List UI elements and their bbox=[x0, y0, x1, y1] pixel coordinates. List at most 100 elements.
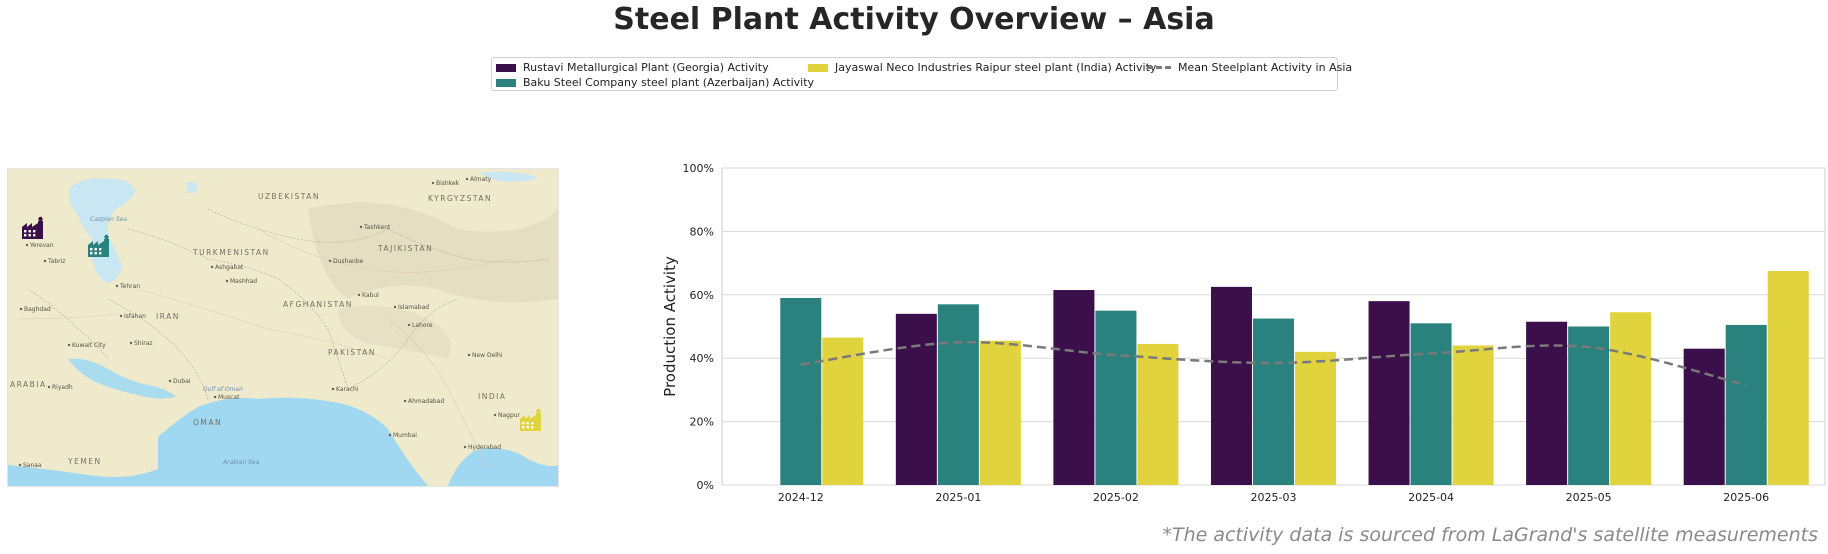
bar-baku bbox=[1252, 318, 1295, 485]
map-label-country: KYRGYZSTAN bbox=[428, 194, 492, 203]
bar-rustavi bbox=[1053, 290, 1095, 485]
map-label-city: Riyadh bbox=[52, 384, 73, 391]
map-city-dot bbox=[467, 353, 471, 357]
map-label-city: Mumbai bbox=[393, 432, 417, 439]
x-tick-label: 2024-12 bbox=[778, 491, 824, 504]
x-tick-label: 2025-02 bbox=[1093, 491, 1139, 504]
factory-icon[interactable] bbox=[22, 216, 43, 239]
map-label-country: OMAN bbox=[193, 418, 222, 427]
source-footnote: *The activity data is sourced from LaGra… bbox=[1162, 524, 1818, 546]
map-city-dot bbox=[388, 433, 392, 437]
legend-item-jayaswal: Jayaswal Neco Industries Raipur steel pl… bbox=[808, 61, 1156, 74]
map-label-city: Isfahan bbox=[124, 313, 146, 320]
map-city-dot bbox=[168, 379, 172, 383]
map-city-dot bbox=[210, 265, 214, 269]
y-tick-label: 60% bbox=[690, 289, 714, 302]
page-title: Steel Plant Activity Overview – Asia bbox=[613, 2, 1215, 37]
legend-swatch-mean bbox=[1147, 66, 1171, 69]
map-label-country: INDIA bbox=[478, 392, 506, 401]
bar-jayaswal bbox=[822, 337, 864, 485]
x-tick-label: 2025-04 bbox=[1408, 491, 1454, 504]
map-arabian-sea bbox=[158, 397, 428, 486]
x-tick-label: 2025-05 bbox=[1566, 491, 1612, 504]
map-city-dot bbox=[463, 445, 467, 449]
map-labels: UZBEKISTAN KYRGYZSTAN TURKMENISTAN TAJIKIST… bbox=[10, 176, 521, 469]
map-city-dot bbox=[47, 385, 51, 389]
factory-icon[interactable] bbox=[520, 408, 541, 431]
map-label-city: Bishkek bbox=[436, 180, 460, 187]
legend-label-baku: Baku Steel Company steel plant (Azerbaij… bbox=[523, 76, 815, 89]
map-city-dot bbox=[225, 279, 229, 283]
legend-label-rustavi: Rustavi Metallurgical Plant (Georgia) Ac… bbox=[523, 61, 769, 74]
map-label-country: UZBEKISTAN bbox=[258, 192, 320, 201]
map-label-city: Shiraz bbox=[134, 340, 153, 347]
x-tick-label: 2025-03 bbox=[1251, 491, 1297, 504]
map-markers bbox=[22, 216, 541, 431]
map-label-city: Ahmadabad bbox=[408, 398, 444, 405]
map-label-country: YEMEN bbox=[67, 457, 102, 466]
map-label-city: Dushanbe bbox=[333, 258, 364, 265]
x-tick-label: 2025-01 bbox=[935, 491, 981, 504]
map-city-dot bbox=[213, 395, 217, 399]
map-label-city: Tabriz bbox=[47, 258, 65, 265]
bar-rustavi bbox=[1368, 301, 1410, 485]
legend-label-jayaswal: Jayaswal Neco Industries Raipur steel pl… bbox=[835, 61, 1157, 74]
activity-chart: 0% 20% 40% 60% 80% 100% Production Activity 202… bbox=[640, 160, 1828, 519]
y-tick-label: 80% bbox=[690, 225, 714, 238]
map-label-city: New Delhi bbox=[472, 352, 503, 359]
map-caspian-sea bbox=[69, 178, 136, 283]
bar-jayaswal bbox=[1610, 312, 1652, 485]
map-label-city: Islamabad bbox=[398, 304, 429, 311]
map-label-city: Almaty bbox=[470, 176, 492, 183]
bar-rustavi bbox=[1683, 348, 1725, 485]
chart-bars bbox=[780, 271, 1809, 485]
map-red-sea-area bbox=[8, 465, 158, 486]
map-label-sea: Gulf of Oman bbox=[203, 386, 243, 393]
y-axis-label: Production Activity bbox=[661, 256, 679, 397]
bar-baku bbox=[937, 304, 979, 485]
bar-baku bbox=[1568, 326, 1610, 485]
map-city-dot bbox=[43, 259, 47, 263]
map-label-city: Kabul bbox=[362, 292, 379, 299]
map-label-city: Tehran bbox=[119, 283, 140, 290]
map-bay-of-bengal bbox=[448, 448, 558, 486]
map-city-dot bbox=[115, 284, 119, 288]
map-label-country: ARABIA bbox=[10, 380, 47, 389]
bar-jayaswal bbox=[1767, 271, 1809, 485]
legend-swatch-rustavi bbox=[496, 63, 516, 72]
map-city-dot bbox=[331, 387, 335, 391]
map-terrain bbox=[338, 305, 451, 359]
map-city-dot bbox=[493, 413, 497, 417]
factory-icon[interactable] bbox=[88, 234, 109, 257]
map-label-country: TAJIKISTAN bbox=[377, 244, 433, 253]
map-city-dot bbox=[431, 181, 435, 185]
chart-mean-line bbox=[800, 340, 1747, 387]
map-city-dot bbox=[393, 305, 397, 309]
map-city-dot bbox=[407, 323, 411, 327]
bar-baku bbox=[780, 297, 822, 485]
map-label-country: PAKISTAN bbox=[328, 348, 376, 357]
map-city-dot bbox=[119, 314, 123, 318]
map-city-dot bbox=[67, 343, 71, 347]
map-city-dot bbox=[129, 341, 133, 345]
map-label-city: Mashhad bbox=[230, 278, 257, 285]
legend-item-mean: Mean Steelplant Activity in Asia bbox=[1147, 61, 1352, 74]
map-city-dot bbox=[359, 225, 363, 229]
map-city-dot bbox=[18, 463, 22, 467]
bar-jayaswal bbox=[979, 340, 1021, 485]
map-city-dot bbox=[357, 293, 361, 297]
legend-item-rustavi: Rustavi Metallurgical Plant (Georgia) Ac… bbox=[496, 61, 769, 74]
map-lake bbox=[186, 181, 198, 194]
region-map[interactable]: UZBEKISTAN KYRGYZSTAN TURKMENISTAN TAJIKIST… bbox=[7, 168, 559, 487]
mean-activity-line bbox=[800, 340, 1747, 387]
map-label-city: Dubai bbox=[173, 378, 191, 385]
chart-canvas: 0% 20% 40% 60% 80% 100% Production Activity 202… bbox=[661, 162, 1826, 504]
y-tick-label: 40% bbox=[690, 352, 714, 365]
y-tick-label: 20% bbox=[690, 416, 714, 429]
map-label-city: Hyderabad bbox=[468, 444, 501, 451]
map-borders bbox=[27, 208, 549, 400]
map-label-city: Baghdad bbox=[24, 306, 51, 313]
map-label-city: Lahore bbox=[412, 322, 433, 329]
bar-baku bbox=[1410, 323, 1452, 485]
bar-jayaswal bbox=[1137, 343, 1179, 485]
